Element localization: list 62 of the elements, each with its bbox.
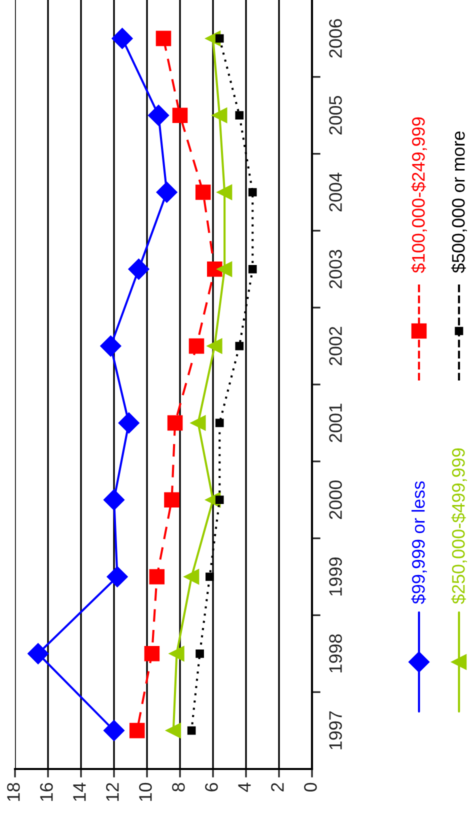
point [215,34,224,43]
point [167,415,183,431]
point [128,258,150,280]
point [103,720,125,742]
x-tick-label: 4 [238,782,251,792]
point [112,28,133,49]
y-tick-label: 1999 [329,558,342,596]
point [190,415,206,431]
point [196,649,204,658]
x-tick-label: 18 [7,782,20,801]
y-tick-label: 2005 [329,96,342,135]
point [169,646,184,662]
text: $500,000 or more [451,131,467,273]
point [172,108,188,123]
x-tick-label: 14 [73,782,86,801]
x-tick-label: 12 [106,783,119,801]
point [235,111,244,120]
point [148,104,170,126]
point [188,338,204,354]
point [207,262,222,277]
y-tick-label: 2004 [329,172,342,212]
point [164,492,180,508]
point [235,342,244,350]
point [215,418,224,428]
point [129,722,145,738]
x-tick-label: 8 [172,782,185,792]
point [100,336,122,357]
point [106,566,128,588]
y-tick-label: 1998 [329,634,342,672]
point [28,643,49,664]
point [156,30,172,46]
x-tick-label: 10 [139,782,152,801]
point [118,412,140,434]
point [216,262,232,277]
point [144,646,160,662]
point [248,264,257,274]
y-tick-label: 2001 [329,404,342,442]
text: $99,999 or less [411,481,427,604]
point [187,726,196,735]
y-tick-label: 2006 [329,19,342,58]
point [149,569,165,584]
x-tick-label: 16 [40,782,53,801]
point [216,184,232,200]
y-tick-label: 2000 [329,480,342,520]
y-tick-label: 1997 [329,711,342,750]
point [166,722,182,738]
x-tick-label: 6 [205,782,218,792]
point [215,496,224,504]
point [248,188,257,196]
x-tick-label: 2 [271,783,284,792]
point [207,338,222,354]
point [184,569,200,584]
x-tick-label: 0 [304,782,317,792]
text: $100,000-$249,999 [411,117,427,273]
y-tick-label: 2002 [329,326,342,366]
point [206,572,214,581]
point [103,489,125,510]
point [156,182,178,203]
text: $250,000-$499,999 [451,448,467,604]
point [195,184,211,200]
point [212,108,228,123]
y-tick-label: 2003 [329,250,342,288]
